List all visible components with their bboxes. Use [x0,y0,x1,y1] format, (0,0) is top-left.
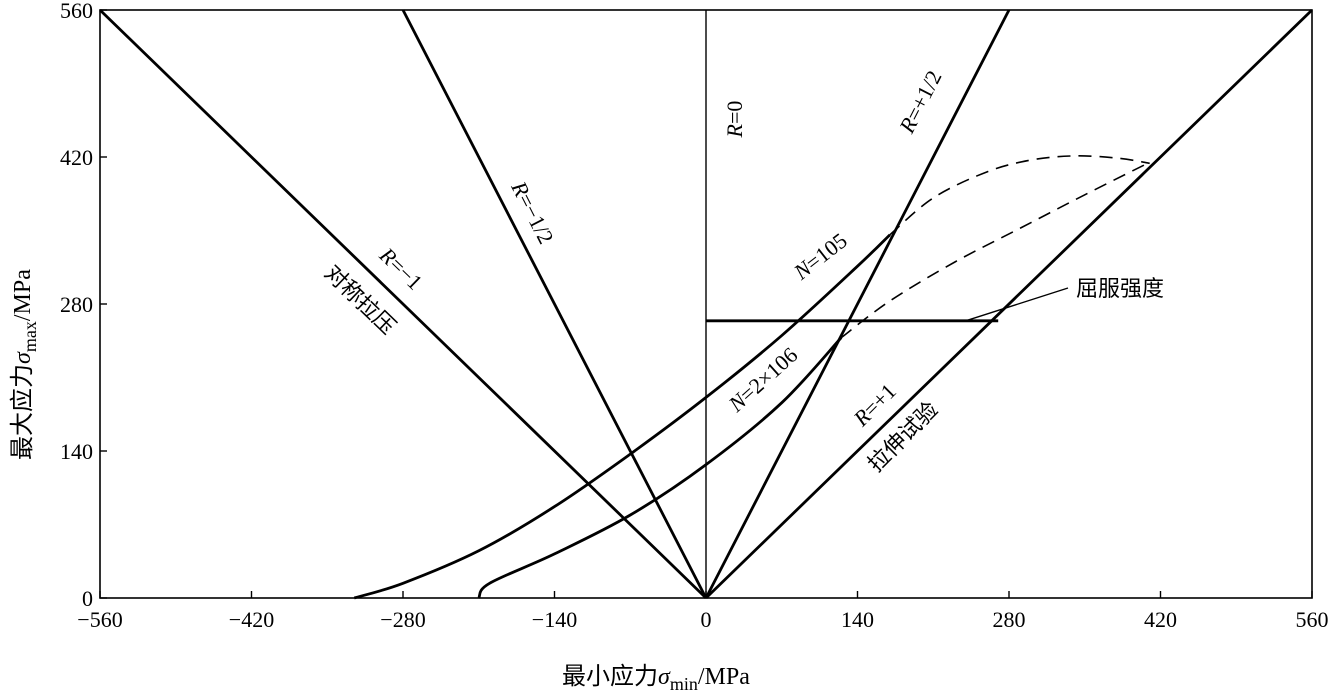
label-yield-strength: 屈服强度 [1076,276,1164,301]
label-r-zero: R=0 [722,101,747,139]
tick-layer: −560 −420 −280 −140 0 140 280 420 560 0 140 280 420 5… [60,0,1329,632]
annotation-layer: R=−1对称拉压R=−1/2R=0R=+1/2R=+1拉伸试验N=105N=2×… [320,66,1164,476]
yield-leader-line [965,287,1069,322]
x-tick-label: 420 [1144,607,1177,632]
series-line-4 [705,8,1313,600]
y-tick-label: 0 [82,586,93,611]
label-r-minus-1: R=−1 [374,242,428,295]
label-n-105: N=105 [788,228,852,285]
x-tick-label: −420 [229,607,274,632]
series-line-1 [401,9,708,599]
series-layer [99,8,1313,600]
series-line-3 [704,9,1011,599]
series-line-0 [99,8,707,600]
series-line-7 [477,336,843,599]
y-tick-label: 560 [60,0,93,23]
x-axis-title: 最小应力σmin/MPa [562,663,750,692]
label-r-plus-half: R=+1/2 [894,66,947,137]
x-tick-label: −560 [77,607,122,632]
x-tick-label: 280 [993,607,1026,632]
x-tick-label: 560 [1296,607,1329,632]
y-tick-label: 140 [60,439,93,464]
series-line-5 [353,233,891,600]
y-axis-title: 最大应力σmax/MPa [9,269,40,460]
label-r-plus-1: R=+1 [848,378,901,431]
label-r-minus-half: R=−1/2 [506,176,559,247]
series-line-8 [840,161,1151,339]
y-tick-label: 420 [60,145,93,170]
x-tick-label: 0 [701,607,712,632]
y-tick-label: 280 [60,292,93,317]
x-tick-label: −140 [532,607,577,632]
x-tick-label: 140 [841,607,874,632]
x-tick-label: −280 [380,607,425,632]
